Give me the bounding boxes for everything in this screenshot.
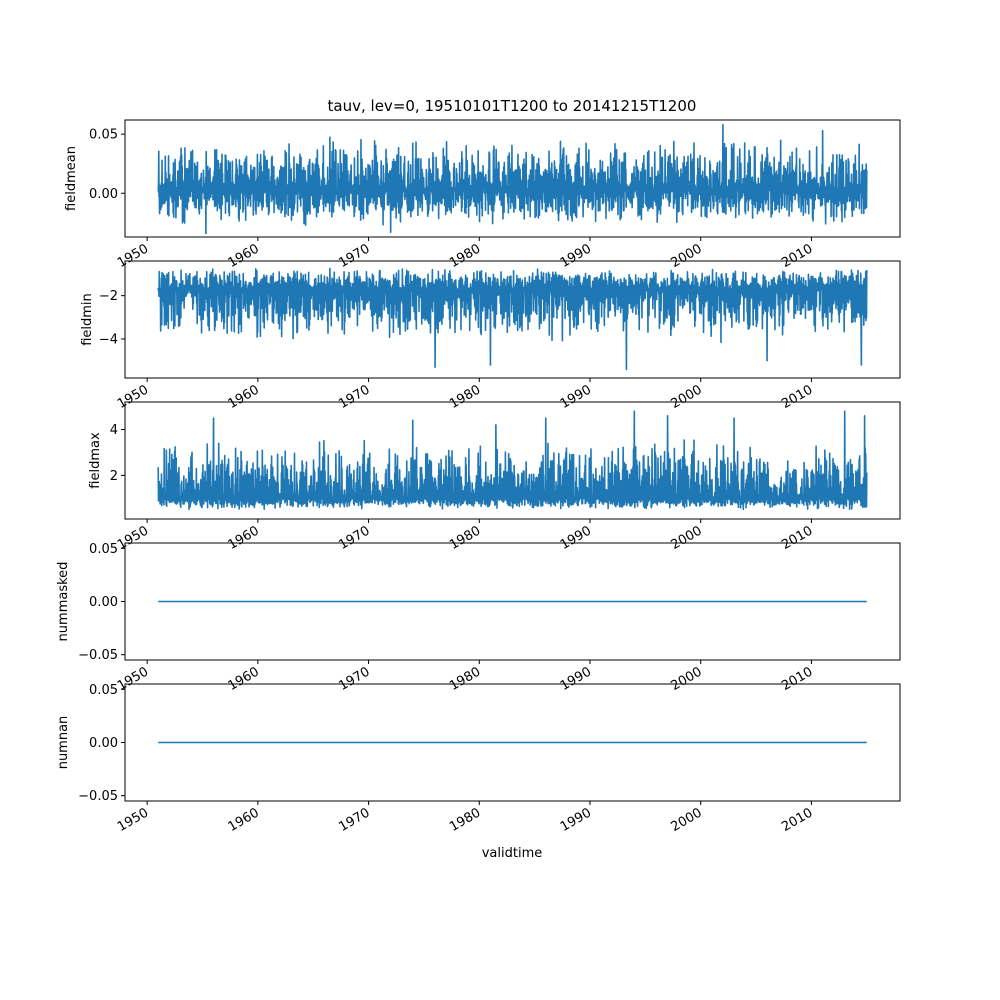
series-line-fieldmax: [157, 410, 868, 511]
y-tick-label: −4: [99, 333, 118, 348]
y-tick-label: 2: [110, 469, 118, 484]
series-line-fieldmin: [157, 267, 868, 371]
y-axis-label: fieldmin: [80, 293, 95, 346]
y-tick-label: −0.05: [78, 648, 118, 663]
y-axis-label: fieldmax: [88, 432, 103, 489]
y-tick-label: 4: [110, 423, 118, 438]
y-tick-label: 0.05: [89, 683, 118, 698]
axes-frame: [124, 119, 901, 238]
y-tick-label: −2: [99, 289, 118, 304]
y-tick-label: 0.05: [89, 128, 118, 143]
y-tick-label: 0.00: [89, 736, 118, 751]
y-tick-label: −0.05: [78, 789, 118, 804]
x-axis-label: validtime: [482, 846, 543, 861]
y-tick-label: 0.00: [89, 187, 118, 202]
series-line-fieldmean: [157, 123, 868, 235]
y-axis-label: nummasked: [56, 562, 71, 642]
y-tick-label: 0.05: [89, 542, 118, 557]
y-tick-label: 0.00: [89, 595, 118, 610]
figure-title: tauv, lev=0, 19510101T1200 to 20141215T1…: [328, 97, 697, 115]
axes-frame: [124, 401, 901, 520]
y-axis-label: numnan: [56, 716, 71, 770]
y-axis-label: fieldmean: [64, 146, 79, 211]
axes-frame: [124, 260, 901, 379]
